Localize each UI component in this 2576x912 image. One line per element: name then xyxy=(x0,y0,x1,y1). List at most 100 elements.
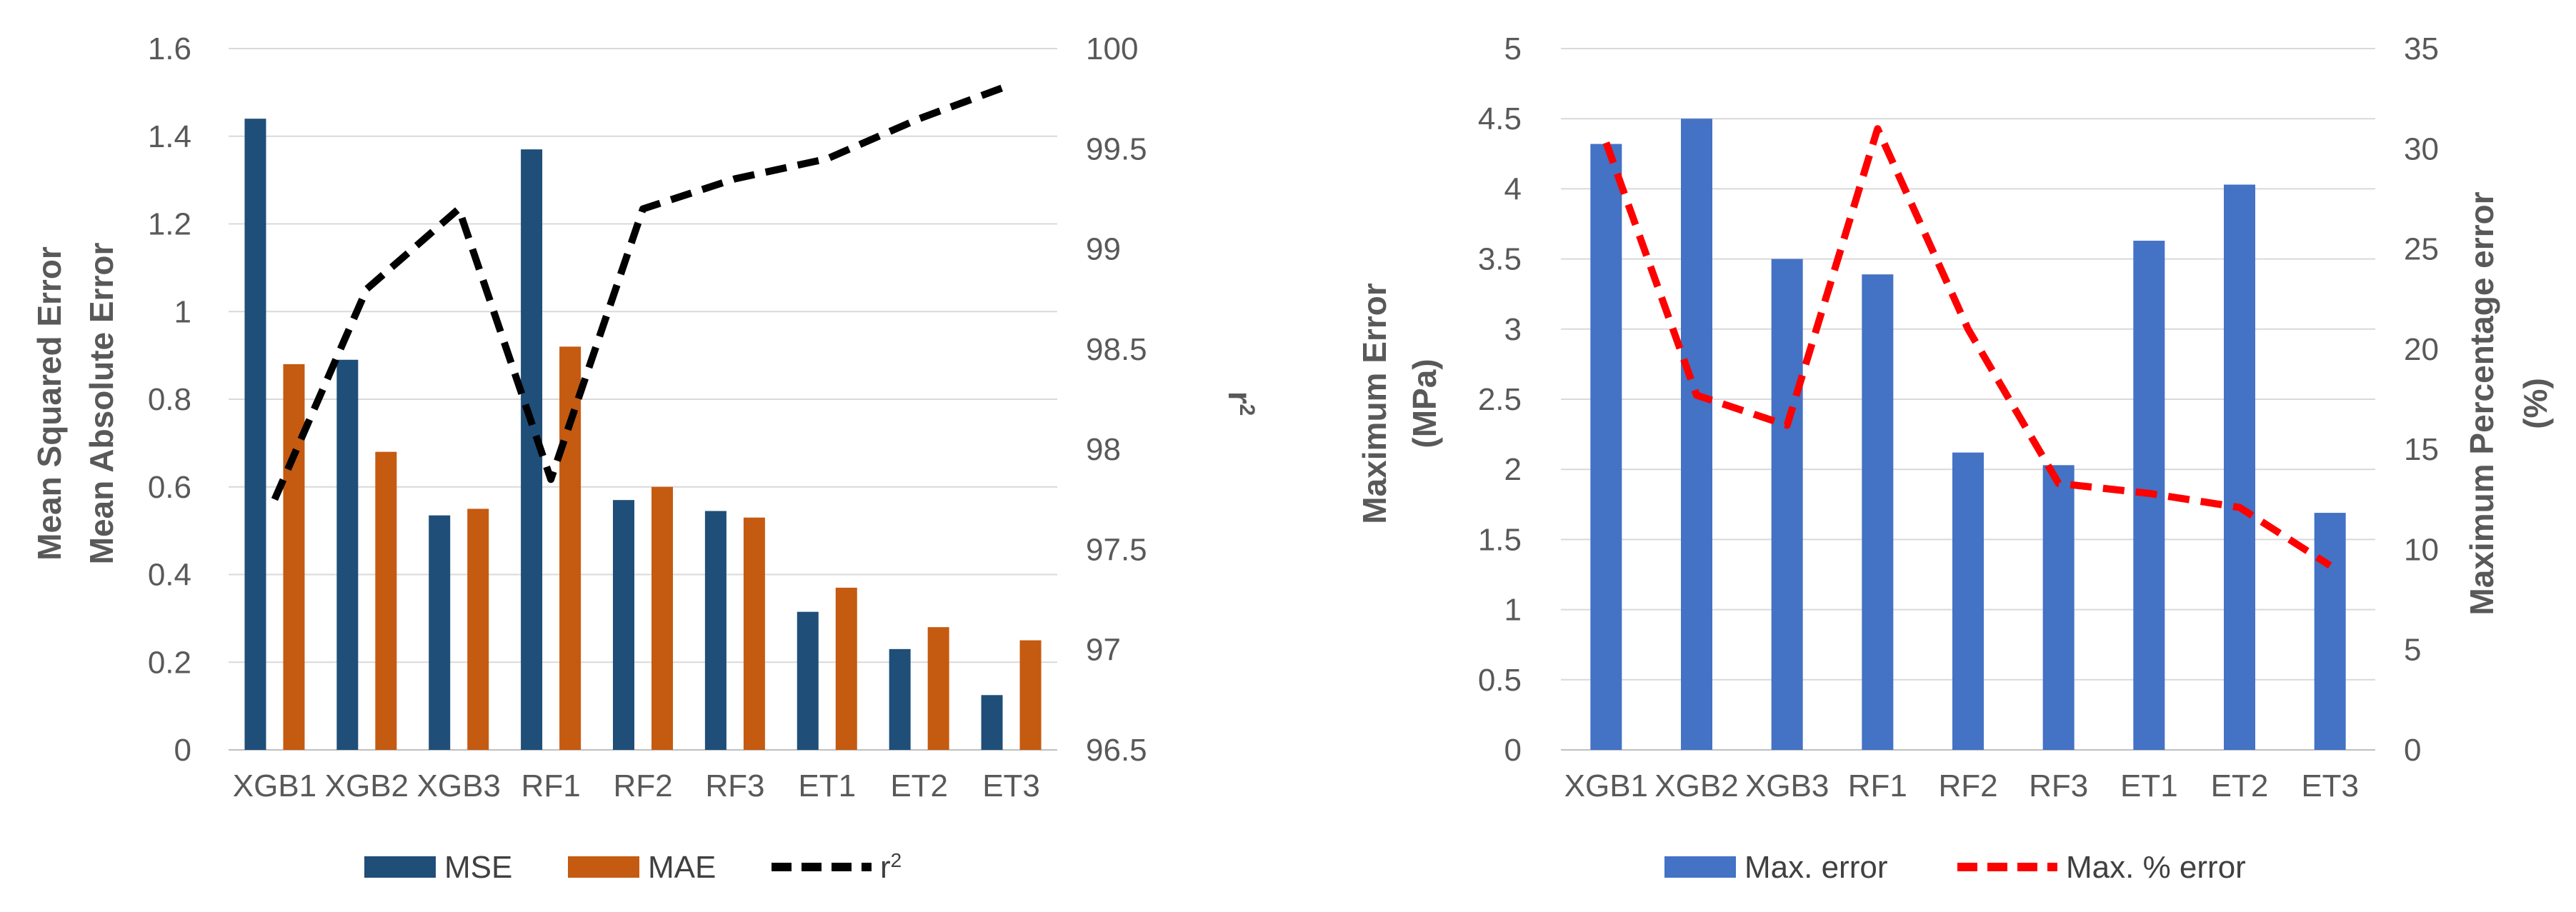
left-tick-label: 2 xyxy=(1504,452,1522,487)
line-r xyxy=(271,81,1013,501)
bar-mae-rf1 xyxy=(559,346,581,751)
x-tick-label: XGB3 xyxy=(1745,768,1829,803)
chart-1-gridlines xyxy=(229,48,1057,751)
chart-1-bars xyxy=(244,119,1042,751)
point-r-et1 xyxy=(825,156,829,161)
bar-mae-rf2 xyxy=(652,486,673,750)
x-tick-label: XGB1 xyxy=(1564,768,1648,803)
chart-2-legend: Max. error Max. % error xyxy=(1664,850,2246,885)
bar-mse-rf2 xyxy=(613,500,634,750)
chart-2-right-axis-ticks: 0 5 10 15 20 25 30 35 xyxy=(2404,31,2439,768)
legend-label-max-error: Max. error xyxy=(1744,850,1887,885)
point-max-error-et2 xyxy=(2237,506,2242,510)
left-tick-label: 5 xyxy=(1504,31,1522,66)
left-tick-label: 2.5 xyxy=(1478,382,1522,417)
chart-1-left-axis-ticks: 0 0.2 0.4 0.6 0.8 1 1.2 1.4 1.6 xyxy=(148,31,191,768)
right-tick-label: 10 xyxy=(2404,532,2439,567)
x-tick-label: ET1 xyxy=(798,768,856,803)
legend-swatch-mae xyxy=(568,856,639,878)
legend-label-max-pct-error: Max. % error xyxy=(2066,850,2246,885)
chart-2-left-axis-ticks: 0 0.5 1 1.5 2 2.5 3 3.5 4 4.5 5 xyxy=(1478,31,1522,768)
bar-max-error-rf1 xyxy=(1862,274,1894,751)
bar-mse-xgb2 xyxy=(336,359,359,750)
left-tick-label: 3 xyxy=(1504,312,1522,347)
left-tick-label: 1.2 xyxy=(148,207,191,242)
right-tick-label: 0 xyxy=(2404,733,2421,768)
point-r-et2 xyxy=(917,116,922,121)
left-tick-label: 3.5 xyxy=(1478,242,1522,277)
legend-label-r2-sup: 2 xyxy=(891,849,902,871)
right-tick-label: 25 xyxy=(2404,232,2439,267)
left-tick-label: 4 xyxy=(1504,171,1522,206)
bar-mae-rf3 xyxy=(743,517,765,750)
x-tick-label: RF1 xyxy=(1848,768,1907,803)
point-r-rf1 xyxy=(549,477,553,481)
x-tick-label: RF2 xyxy=(1938,768,1997,803)
right-tick-label: 97 xyxy=(1086,633,1121,668)
point-max-error-rf1 xyxy=(1875,126,1879,131)
bar-mae-xgb3 xyxy=(467,508,489,750)
left-tick-label: 0.2 xyxy=(148,645,191,680)
right-tick-label: 96.5 xyxy=(1086,733,1147,768)
bar-mae-et1 xyxy=(835,587,857,750)
x-tick-label: RF3 xyxy=(705,768,764,803)
bar-mse-rf3 xyxy=(704,511,727,750)
bar-mse-xgb1 xyxy=(244,119,266,750)
x-tick-label: ET2 xyxy=(890,768,948,803)
point-max-error-et1 xyxy=(2147,491,2151,496)
bar-mae-xgb2 xyxy=(375,451,397,750)
right-tick-label: 99 xyxy=(1086,232,1121,267)
right-tick-label: 99.5 xyxy=(1086,131,1147,166)
chart-1-right-axis-title-base: r xyxy=(1222,391,1259,404)
right-tick-label: 35 xyxy=(2404,31,2439,66)
point-max-error-xgb1 xyxy=(1604,141,1608,145)
x-tick-label: XGB1 xyxy=(233,768,316,803)
bar-max-error-rf2 xyxy=(1952,452,1984,750)
left-tick-label: 4.5 xyxy=(1478,101,1522,136)
bar-max-error-xgb1 xyxy=(1590,144,1622,750)
point-max-error-xgb2 xyxy=(1694,393,1699,397)
left-tick-label: 0.5 xyxy=(1478,663,1522,698)
point-max-error-rf3 xyxy=(2057,481,2061,486)
right-tick-label: 97.5 xyxy=(1086,532,1147,567)
bar-mse-xgb3 xyxy=(429,515,451,750)
chart-2-x-axis-ticks: XGB1 XGB2 XGB3 RF1 RF2 RF3 ET1 ET2 ET3 xyxy=(1564,768,2359,803)
chart-1-left-axis-title-2: Mean Absolute Error xyxy=(83,243,120,565)
legend-label-r2-base: r xyxy=(880,850,891,885)
left-tick-label: 0 xyxy=(174,733,191,768)
chart-2-right-axis-title-2: (%) xyxy=(2517,378,2554,429)
x-tick-label: XGB2 xyxy=(1654,768,1738,803)
chart-2: 0 0.5 1 1.5 2 2.5 3 3.5 4 4.5 5 0 5 10 15 20 25 30 35 XGB… xyxy=(1356,31,2554,885)
legend-swatch-max-error xyxy=(1664,856,1736,878)
left-tick-label: 0 xyxy=(1504,733,1522,768)
x-tick-label: ET2 xyxy=(2211,768,2269,803)
x-tick-label: ET3 xyxy=(2301,768,2359,803)
point-max-error-xgb3 xyxy=(1785,423,1789,427)
right-tick-label: 98.5 xyxy=(1086,332,1147,367)
point-r-rf2 xyxy=(641,206,645,211)
chart-2-lines xyxy=(1602,125,2332,569)
right-tick-label: 15 xyxy=(2404,432,2439,467)
legend-swatch-mse xyxy=(364,856,436,878)
right-tick-label: 5 xyxy=(2404,633,2421,668)
point-r-xgb3 xyxy=(456,206,461,211)
bar-mse-et3 xyxy=(981,695,1003,750)
right-tick-label: 20 xyxy=(2404,332,2439,367)
left-tick-label: 0.4 xyxy=(148,558,191,593)
right-tick-label: 98 xyxy=(1086,432,1121,467)
point-r-xgb2 xyxy=(364,287,369,291)
chart-1-right-axis-title-sup: 2 xyxy=(1236,404,1259,416)
left-tick-label: 1 xyxy=(174,294,191,329)
x-tick-label: RF1 xyxy=(521,768,581,803)
bar-max-error-et3 xyxy=(2314,513,2346,750)
chart-1-lines xyxy=(271,81,1013,501)
chart-2-right-axis-title-1: Maximum Percentage error xyxy=(2463,191,2500,615)
bar-max-error-xgb2 xyxy=(1681,119,1712,750)
right-tick-label: 30 xyxy=(2404,131,2439,166)
point-max-error-et3 xyxy=(2328,563,2332,568)
bar-mse-et1 xyxy=(797,611,819,750)
chart-2-left-axis-title-1: Maximum Error xyxy=(1356,283,1393,524)
legend-label-r2: r2 xyxy=(880,849,902,886)
point-r-rf3 xyxy=(733,176,737,181)
legend-label-mae: MAE xyxy=(648,850,716,885)
